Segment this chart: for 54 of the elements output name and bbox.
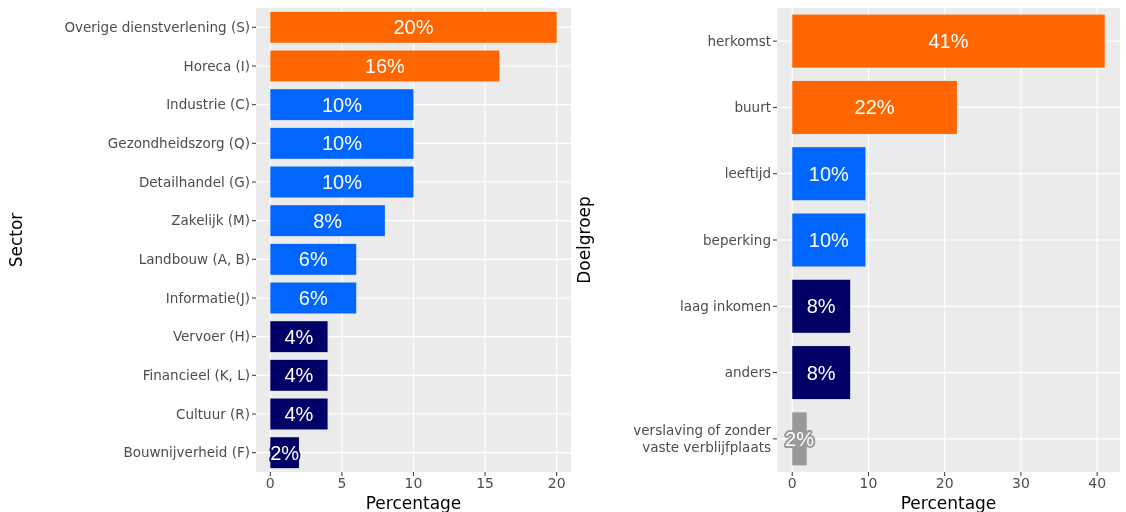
x-tick-label: 0 [265,475,275,491]
data-label: 4% [284,325,314,348]
y-axis-title: Doelgroep [574,196,594,284]
bar [792,80,957,134]
data-label: 20% [393,16,434,39]
x-tick-label: 5 [337,475,347,491]
x-tick-label: 20 [547,475,566,491]
x-tick-label: 10 [404,475,423,491]
y-axis-title: Sector [6,212,26,268]
y-tick-label: beperking [703,231,771,248]
y-tick-label: Bouwnijverheid (F) [123,444,250,461]
x-tick-label: 30 [1012,475,1030,491]
y-tick-label: herkomst [707,32,771,49]
data-label: 10% [321,171,363,193]
data-label: 6% [298,248,328,271]
x-tick-label: 40 [1088,475,1107,491]
data-label: 2% [270,441,300,464]
y-tick-label: Financieel (K, L) [142,367,250,384]
y-tick-label: Zakelijk (M) [171,212,250,229]
data-label: 10% [321,132,363,155]
y-tick-label: Vervoer (H) [172,328,250,345]
y-tick-label: Cultuur (R) [176,405,250,422]
data-label: 8% [806,295,836,318]
y-tick-label: verslaving of zonder vaste verblijfplaats [633,422,772,455]
y-tick-label: Informatie(J) [165,289,250,306]
x-tick-label: 10 [859,475,878,491]
y-tick-label: Gezondheidszorg (Q) [107,135,250,152]
y-tick-label: Detailhandel (G) [138,173,250,190]
y-tick-label: leeftijd [724,165,771,182]
y-tick-label: Overige dienstverlening (S) [64,19,250,36]
x-axis-title: Percentage [900,493,997,512]
data-label: 16% [364,55,406,77]
data-label: 10% [808,229,850,251]
y-tick-label: laag inkomen [679,298,771,315]
x-tick-label: 15 [476,475,494,491]
x-tick-label: 20 [935,475,954,491]
data-label: 10% [808,162,850,185]
data-label: 22% [854,96,895,119]
y-tick-label: anders [724,364,771,381]
y-tick-label: Landbouw (A, B) [138,251,250,268]
x-tick-label: 0 [787,475,797,491]
data-label: 4% [284,403,314,425]
x-axis-title: Percentage [365,493,462,512]
data-label: 6% [298,287,328,309]
bar [270,11,557,43]
data-label: 4% [284,364,314,387]
data-label: 8% [313,209,343,232]
bar [792,14,1105,68]
data-label: 8% [806,361,836,384]
y-tick-label: Horeca (I) [183,57,250,74]
y-tick-label: buurt [734,99,771,116]
data-label: 10% [321,93,363,116]
data-label: 41% [928,30,969,53]
y-tick-label: Industrie (C) [166,96,250,113]
